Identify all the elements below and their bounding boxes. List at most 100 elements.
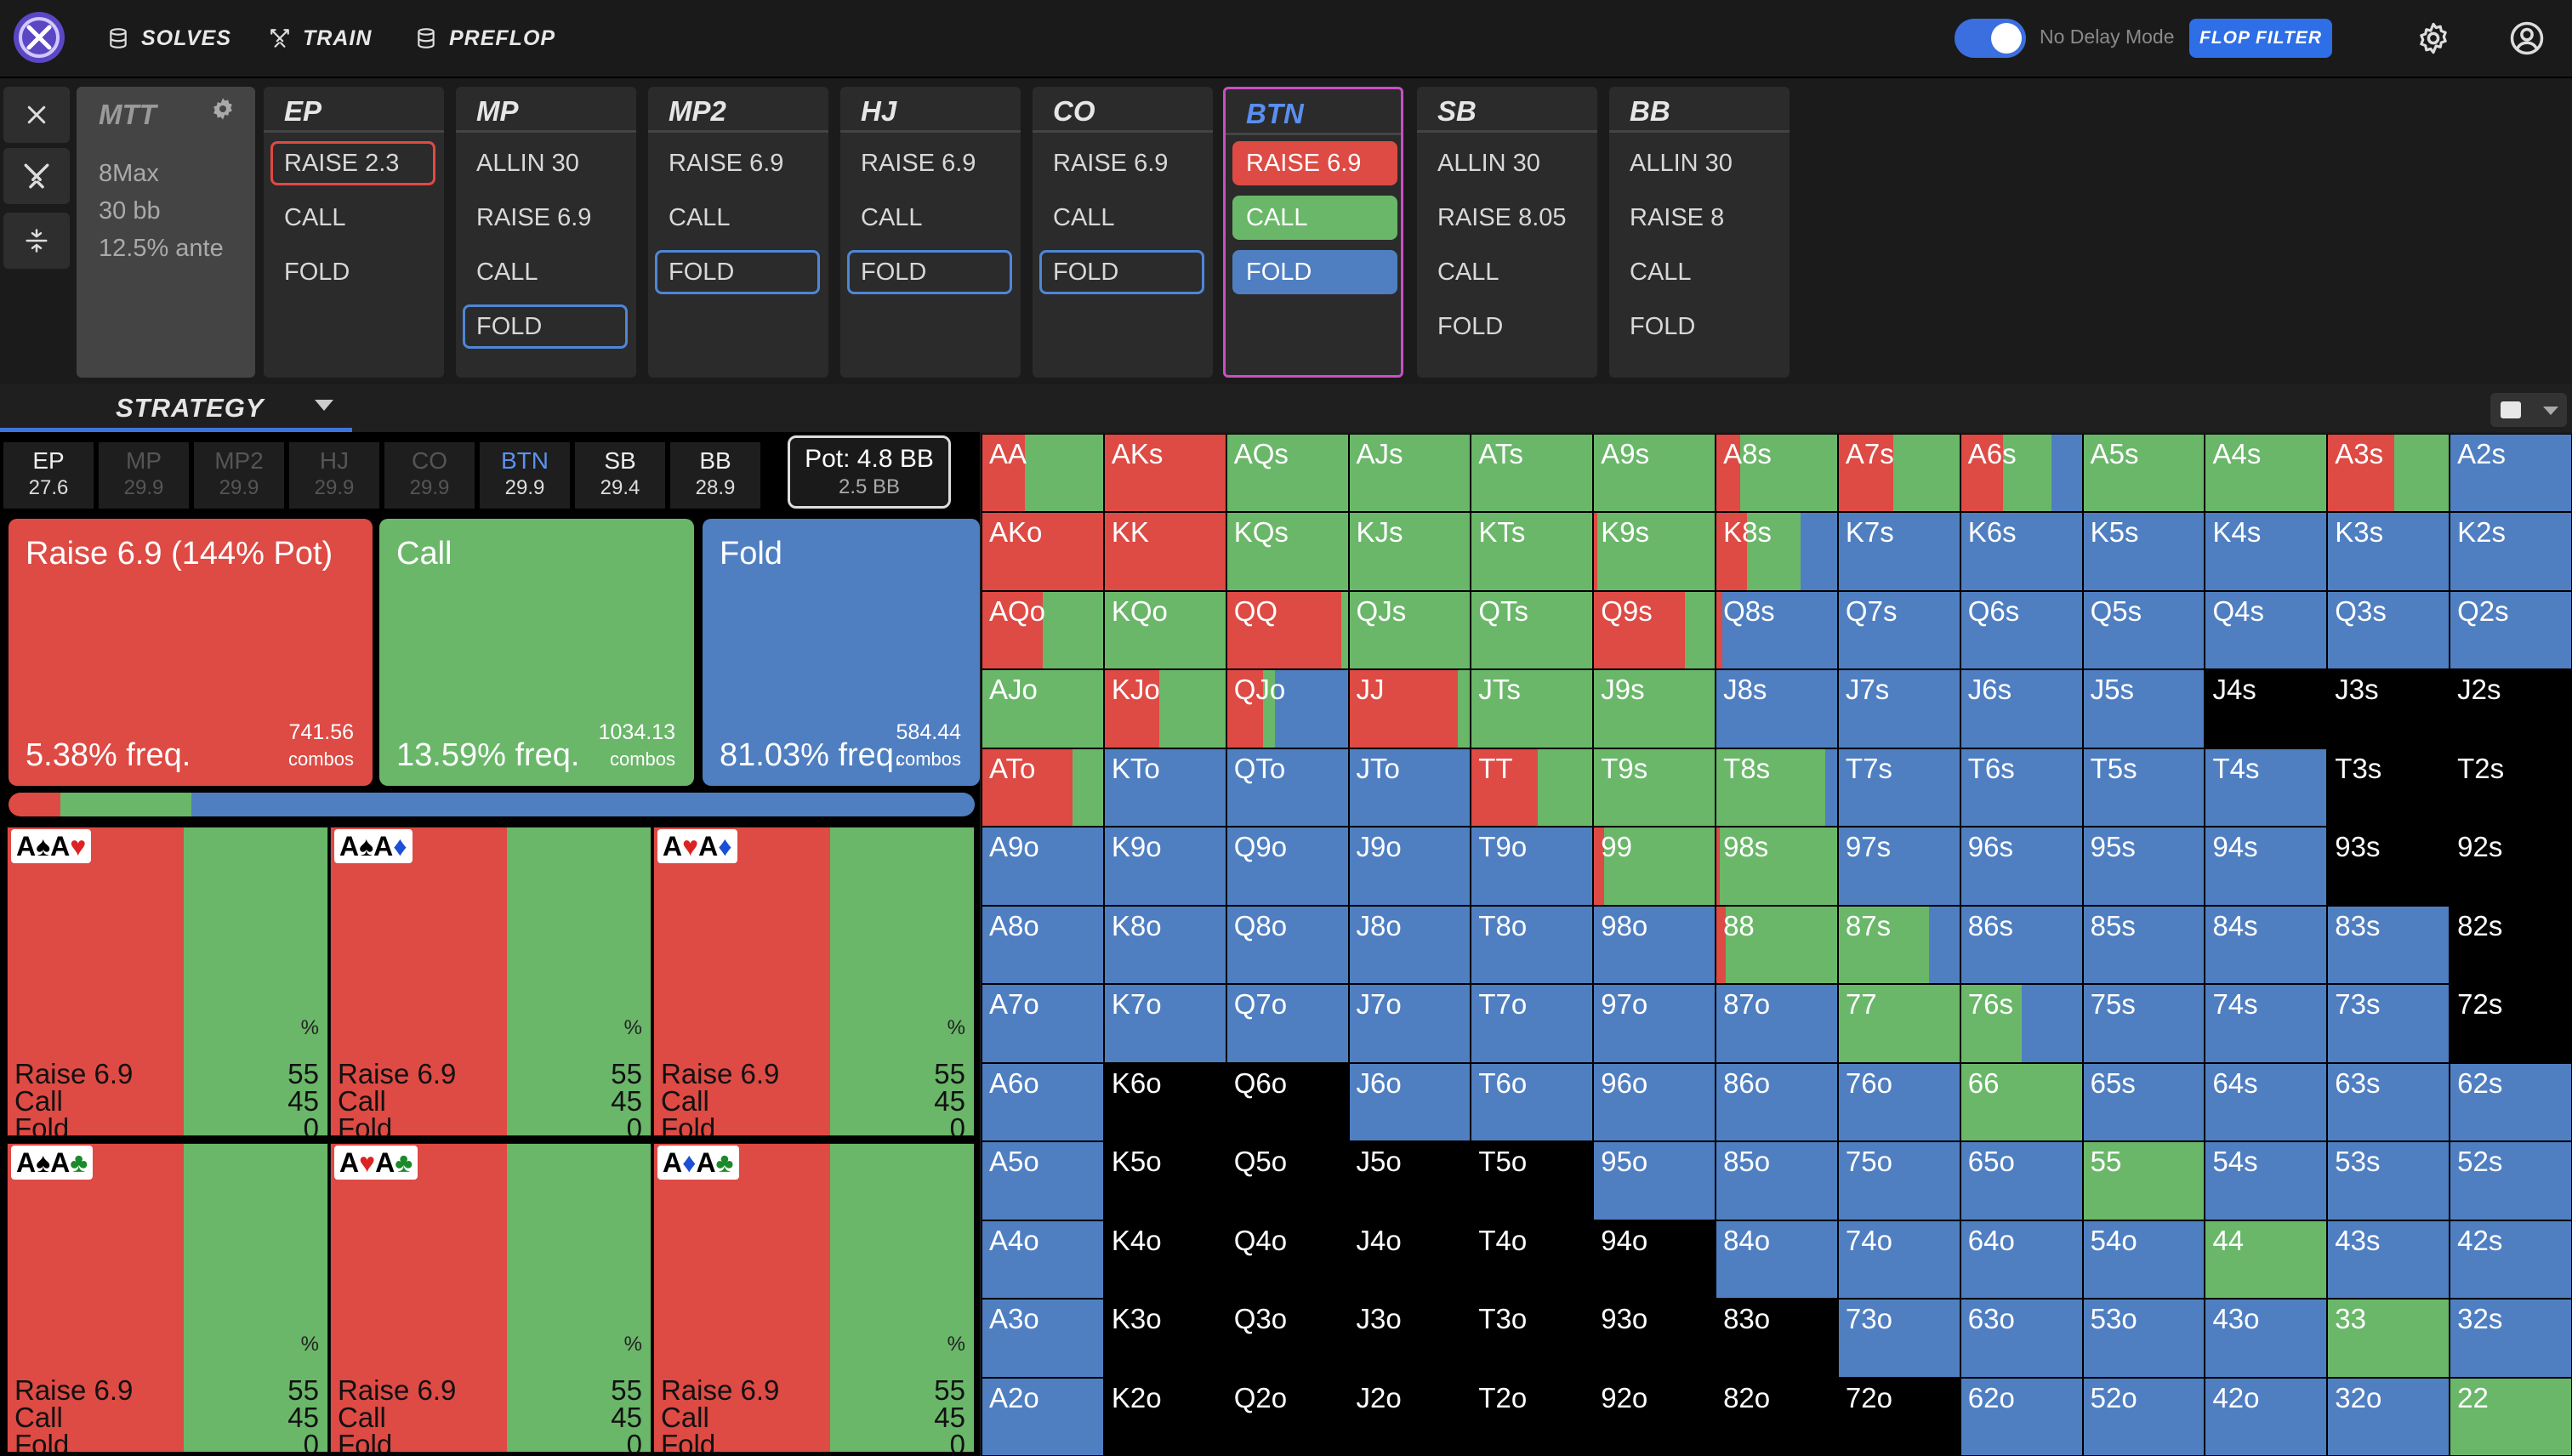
tab-strategy[interactable]: STRATEGY — [0, 384, 352, 432]
hand-cell-77[interactable]: 77 — [1838, 985, 1960, 1062]
hand-cell-96s[interactable]: 96s — [1960, 828, 2082, 905]
hand-cell-T4s[interactable]: T4s — [2205, 748, 2327, 827]
hand-cell-Q2o[interactable]: Q2o — [1227, 1379, 1348, 1455]
hand-cell-J4o[interactable]: J4o — [1350, 1221, 1471, 1298]
hand-cell-84s[interactable]: 84s — [2205, 906, 2327, 984]
hand-cell-A9s[interactable]: A9s — [1594, 435, 1716, 512]
hand-cell-93o[interactable]: 93o — [1594, 1300, 1715, 1376]
hand-cell-88[interactable]: 88 — [1716, 906, 1837, 984]
hand-cell-J4s[interactable]: J4s — [2205, 670, 2326, 747]
hand-cell-Q9o[interactable]: Q9o — [1226, 828, 1348, 905]
hand-cell-QTs[interactable]: QTs — [1471, 591, 1593, 669]
hand-cell-83o[interactable]: 83o — [1716, 1300, 1837, 1376]
hand-cell-T8o[interactable]: T8o — [1471, 906, 1593, 984]
action-option[interactable]: CALL — [1630, 259, 1692, 286]
action-option[interactable]: FOLD — [1630, 313, 1696, 340]
hand-cell-T5s[interactable]: T5s — [2083, 748, 2205, 827]
compare-button[interactable] — [3, 213, 70, 269]
nav-preflop[interactable]: PREFLOP — [415, 24, 555, 53]
hand-cell-J2o[interactable]: J2o — [1350, 1379, 1471, 1455]
hand-cell-J6s[interactable]: J6s — [1960, 670, 2082, 748]
stack-mp[interactable]: MP 29.9 — [99, 442, 189, 509]
user-profile-icon[interactable] — [2509, 20, 2545, 56]
hand-cell-T9o[interactable]: T9o — [1471, 828, 1593, 905]
hand-cell-A3s[interactable]: A3s — [2328, 435, 2450, 512]
hand-cell-92o[interactable]: 92o — [1594, 1379, 1715, 1455]
hand-cell-AQs[interactable]: AQs — [1226, 435, 1348, 512]
hand-cell-92s[interactable]: 92s — [2450, 828, 2571, 904]
hand-cell-J7s[interactable]: J7s — [1838, 670, 1960, 748]
combo-cell[interactable]: A♥A♦% Raise 6.9 55 Call 45 Fold 0 — [653, 827, 975, 1136]
hand-cell-JTo[interactable]: JTo — [1349, 748, 1471, 827]
hand-cell-J8o[interactable]: J8o — [1349, 906, 1471, 984]
hand-cell-64o[interactable]: 64o — [1960, 1220, 2082, 1299]
hand-cell-J9s[interactable]: J9s — [1594, 670, 1716, 748]
action-option[interactable]: RAISE 8.05 — [1437, 204, 1567, 231]
hand-cell-86s[interactable]: 86s — [1960, 906, 2082, 984]
hand-cell-JJ[interactable]: JJ — [1349, 670, 1471, 748]
hand-cell-K7s[interactable]: K7s — [1838, 513, 1960, 590]
hand-cell-T6s[interactable]: T6s — [1960, 748, 2082, 827]
action-option[interactable]: FOLD — [463, 304, 628, 349]
hand-cell-Q7o[interactable]: Q7o — [1226, 985, 1348, 1062]
hand-cell-A8o[interactable]: A8o — [982, 906, 1103, 984]
hand-cell-98s[interactable]: 98s — [1716, 828, 1837, 905]
hand-cell-AKs[interactable]: AKs — [1104, 435, 1226, 512]
action-option[interactable]: CALL — [1232, 196, 1397, 240]
hand-cell-KJs[interactable]: KJs — [1349, 513, 1471, 590]
hand-cell-AQo[interactable]: AQo — [982, 591, 1103, 669]
hand-cell-K3s[interactable]: K3s — [2328, 513, 2450, 590]
action-option[interactable]: RAISE 6.9 — [1232, 141, 1397, 185]
hand-cell-32s[interactable]: 32s — [2450, 1300, 2571, 1377]
hand-cell-J3s[interactable]: J3s — [2328, 670, 2449, 747]
action-option[interactable]: RAISE 2.3 — [270, 141, 435, 185]
hand-cell-Q3o[interactable]: Q3o — [1227, 1300, 1348, 1376]
action-option[interactable]: RAISE 6.9 — [861, 150, 976, 177]
hand-cell-93s[interactable]: 93s — [2328, 828, 2449, 904]
action-option[interactable]: ALLIN 30 — [476, 150, 579, 177]
flop-filter-button[interactable]: FLOP FILTER — [2189, 19, 2332, 58]
hand-cell-Q2s[interactable]: Q2s — [2450, 591, 2571, 669]
hand-cell-A8s[interactable]: A8s — [1716, 435, 1837, 512]
action-option[interactable]: RAISE 6.9 — [669, 150, 784, 177]
hand-cell-A6o[interactable]: A6o — [982, 1063, 1103, 1141]
hand-cell-A4s[interactable]: A4s — [2205, 435, 2327, 512]
hand-cell-73o[interactable]: 73o — [1838, 1300, 1960, 1377]
hand-cell-85s[interactable]: 85s — [2083, 906, 2205, 984]
combo-cell[interactable]: A♦A♣% Raise 6.9 55 Call 45 Fold 0 — [653, 1143, 975, 1453]
hand-cell-KTs[interactable]: KTs — [1471, 513, 1593, 590]
action-option[interactable]: CALL — [1053, 204, 1115, 231]
hand-cell-63s[interactable]: 63s — [2328, 1063, 2450, 1141]
hand-cell-Q5s[interactable]: Q5s — [2083, 591, 2205, 669]
hand-cell-KJo[interactable]: KJo — [1104, 670, 1226, 748]
hand-cell-A2o[interactable]: A2o — [982, 1378, 1103, 1455]
hand-cell-K7o[interactable]: K7o — [1104, 985, 1226, 1062]
hand-cell-T7o[interactable]: T7o — [1471, 985, 1593, 1062]
hand-cell-76o[interactable]: 76o — [1838, 1063, 1960, 1141]
hand-cell-T2o[interactable]: T2o — [1471, 1379, 1592, 1455]
hand-cell-65o[interactable]: 65o — [1960, 1142, 2082, 1220]
hand-cell-K5s[interactable]: K5s — [2083, 513, 2205, 590]
action-option[interactable]: FOLD — [1437, 313, 1504, 340]
hand-cell-A5s[interactable]: A5s — [2083, 435, 2205, 512]
hand-cell-AJs[interactable]: AJs — [1349, 435, 1471, 512]
summary-card[interactable]: Call 13.59% freq. 1034.13 combos — [379, 519, 694, 786]
hand-cell-74s[interactable]: 74s — [2205, 985, 2327, 1062]
app-logo[interactable] — [14, 12, 65, 63]
action-option[interactable]: FOLD — [1039, 250, 1204, 294]
hand-cell-K6s[interactable]: K6s — [1960, 513, 2082, 590]
hand-cell-82s[interactable]: 82s — [2450, 907, 2571, 983]
hand-cell-98o[interactable]: 98o — [1594, 906, 1716, 984]
hand-cell-ATs[interactable]: ATs — [1471, 435, 1593, 512]
action-option[interactable]: RAISE 6.9 — [476, 204, 592, 231]
hand-cell-87s[interactable]: 87s — [1838, 906, 1960, 984]
hand-cell-K2o[interactable]: K2o — [1105, 1379, 1226, 1455]
hand-cell-72o[interactable]: 72o — [1839, 1379, 1960, 1455]
hand-cell-AA[interactable]: AA — [982, 435, 1103, 512]
hand-cell-A5o[interactable]: A5o — [982, 1142, 1103, 1220]
hand-cell-62o[interactable]: 62o — [1960, 1378, 2082, 1455]
hand-cell-53s[interactable]: 53s — [2328, 1142, 2450, 1220]
action-option[interactable]: FOLD — [284, 259, 350, 286]
nav-train[interactable]: TRAIN — [269, 24, 372, 53]
hand-cell-Q3s[interactable]: Q3s — [2328, 591, 2450, 669]
